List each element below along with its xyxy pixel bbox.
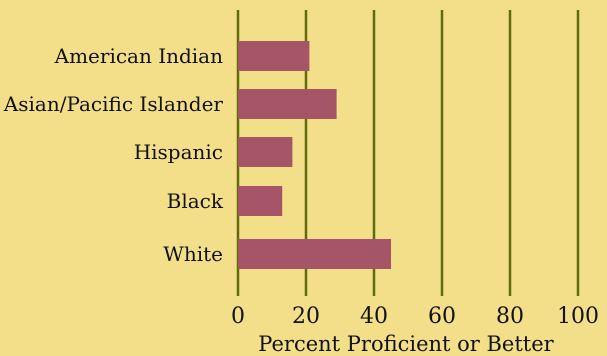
category-label: Black bbox=[167, 189, 224, 213]
x-tick-label: 60 bbox=[428, 304, 456, 329]
x-tick-label: 100 bbox=[557, 304, 599, 329]
category-labels: American Indian Asian/Pacific Islander His… bbox=[3, 44, 224, 266]
x-axis-title: Percent Proficient or Better bbox=[258, 332, 554, 356]
bar-asian-pacific-islander bbox=[238, 89, 337, 119]
bar-black bbox=[238, 186, 283, 216]
category-label: Asian/Pacific Islander bbox=[3, 92, 224, 116]
bar-white bbox=[238, 239, 391, 269]
x-tick-labels: 0 20 40 60 80 100 bbox=[231, 304, 599, 329]
category-label: White bbox=[163, 242, 223, 266]
x-tick-label: 20 bbox=[292, 304, 320, 329]
bars bbox=[238, 41, 391, 269]
category-label: Hispanic bbox=[134, 140, 223, 164]
x-tick-label: 40 bbox=[360, 304, 388, 329]
x-tick-label: 80 bbox=[496, 304, 524, 329]
category-label: American Indian bbox=[54, 44, 223, 68]
x-tick-label: 0 bbox=[231, 304, 245, 329]
bar-american-indian bbox=[238, 41, 310, 71]
bar-hispanic bbox=[238, 137, 293, 167]
